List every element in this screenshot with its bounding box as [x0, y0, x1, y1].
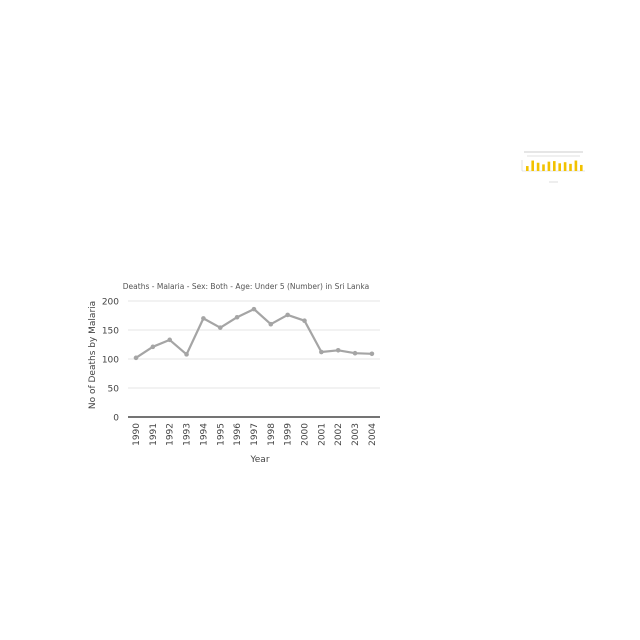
data-point: [167, 337, 172, 343]
x-tick-label: 1991: [149, 423, 159, 446]
thumbnail-bar-chart: [515, 145, 587, 185]
x-tick-label: 1995: [216, 423, 226, 446]
data-point: [184, 352, 189, 357]
thumbnail-bar: [542, 164, 545, 171]
x-tick-label: 2002: [334, 423, 344, 446]
data-point: [285, 312, 290, 318]
thumbnail-bar: [558, 163, 561, 171]
data-point: [352, 350, 358, 356]
thumbnail-bar: [569, 163, 572, 171]
x-tick-label: 1994: [199, 423, 209, 446]
thumbnail-bar: [536, 162, 540, 171]
x-tick-label: 1997: [250, 423, 260, 446]
data-point: [251, 306, 257, 312]
thumbnail-bar: [574, 160, 578, 171]
data-point: [150, 344, 156, 350]
x-tick-label: 1998: [267, 423, 277, 446]
x-tick-label: 1990: [132, 423, 142, 446]
x-axis-title: Year: [249, 455, 269, 465]
x-tick-label: 2003: [351, 423, 361, 446]
data-point: [268, 321, 274, 327]
data-point: [369, 351, 375, 357]
data-point: [217, 325, 223, 330]
thumbnail-bar: [526, 166, 529, 171]
thumbnail-bar: [531, 160, 534, 171]
data-point: [234, 314, 240, 320]
y-tick-label: 0: [113, 414, 119, 424]
thumbnail-bar: [547, 161, 551, 171]
data-point: [335, 348, 341, 353]
y-tick-label: 50: [108, 385, 120, 395]
thumbnail-bar: [553, 161, 556, 171]
x-tick-label: 1996: [233, 423, 243, 446]
data-point: [319, 349, 324, 355]
y-axis-title: No of Deaths by Malaria: [88, 301, 98, 409]
y-tick-label: 200: [102, 298, 119, 308]
x-tick-label: 1999: [284, 423, 294, 446]
thumbnail-bar: [563, 162, 567, 171]
x-tick-label: 2004: [368, 423, 378, 446]
series-points: [133, 306, 375, 361]
x-tick-label: 2000: [301, 423, 311, 446]
x-tick-label: 1992: [166, 423, 176, 446]
chart-title: Deaths - Malaria - Sex: Both - Age: Unde…: [123, 282, 369, 291]
y-tick-label: 150: [102, 327, 119, 337]
data-point: [133, 355, 139, 361]
x-axis-ticks: 1990 1991 1992 1993 1994 1995 1996 1997 1998 1999…: [132, 423, 378, 446]
gridlines: [128, 300, 380, 389]
x-tick-label: 1993: [183, 423, 193, 446]
x-tick-label: 2001: [317, 423, 327, 446]
y-tick-label: 100: [102, 356, 119, 366]
y-axis-ticks: 0 50 100 150 200: [102, 298, 119, 424]
data-point: [201, 316, 206, 321]
thumbnail-bar: [580, 164, 583, 171]
data-point: [302, 318, 307, 324]
